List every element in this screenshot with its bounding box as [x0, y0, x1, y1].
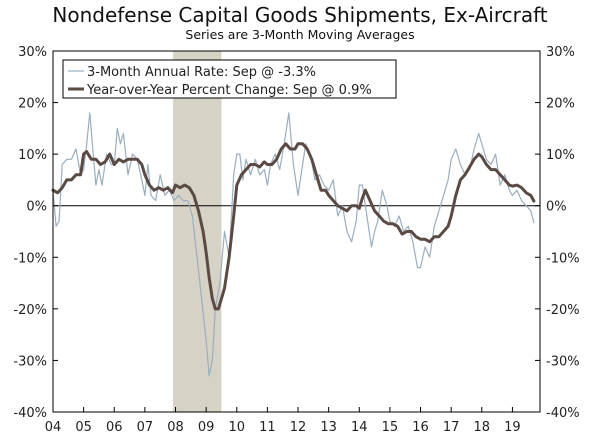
y-tick-label-left: -20%	[13, 303, 47, 318]
legend-label-2: Year-over-Year Percent Change: Sep @ 0.9…	[86, 83, 372, 98]
chart-subtitle: Series are 3-Month Moving Averages	[185, 27, 415, 42]
legend-label-1: 3-Month Annual Rate: Sep @ -3.3%	[87, 65, 316, 80]
series-line-2	[51, 142, 536, 311]
x-tick-label: 06	[106, 420, 123, 435]
x-tick-label: 13	[320, 420, 337, 435]
y-tick-label-right: -20%	[546, 303, 580, 318]
y-tick-label-right: 20%	[546, 97, 575, 112]
y-tick-label-left: 20%	[18, 97, 47, 112]
y-tick-label-left: -40%	[13, 406, 47, 421]
y-tick-label-left: 30%	[18, 45, 47, 60]
x-tick-label: 08	[167, 420, 184, 435]
x-tick-label: 14	[351, 420, 368, 435]
x-tick-label: 09	[198, 420, 215, 435]
plot-frame	[52, 50, 541, 413]
y-tick-label-left: -10%	[13, 251, 47, 266]
y-tick-label-left: -30%	[13, 354, 47, 369]
x-tick-label: 18	[474, 420, 491, 435]
y-tick-label-right: 10%	[546, 148, 575, 163]
x-tick-label: 17	[443, 420, 460, 435]
chart-title: Nondefense Capital Goods Shipments, Ex-A…	[52, 3, 548, 27]
x-tick-label: 12	[290, 420, 307, 435]
x-tick-label: 07	[137, 420, 154, 435]
y-tick-label-right: -10%	[546, 251, 580, 266]
x-tick-label: 15	[382, 420, 399, 435]
y-tick-label-left: 10%	[18, 148, 47, 163]
x-tick-label: 04	[45, 420, 62, 435]
y-tick-label-right: -30%	[546, 354, 580, 369]
x-tick-label: 16	[412, 420, 429, 435]
y-tick-label-left: 0%	[26, 200, 47, 215]
x-tick-label: 10	[229, 420, 246, 435]
y-tick-label-right: 30%	[546, 45, 575, 60]
recession-band	[173, 51, 222, 412]
x-tick-label: 19	[504, 420, 521, 435]
series-line-1	[52, 112, 535, 377]
x-tick-label: 05	[75, 420, 92, 435]
legend-box	[62, 59, 397, 99]
y-tick-label-right: -40%	[546, 406, 580, 421]
y-tick-label-right: 0%	[546, 200, 567, 215]
x-tick-label: 11	[259, 420, 276, 435]
